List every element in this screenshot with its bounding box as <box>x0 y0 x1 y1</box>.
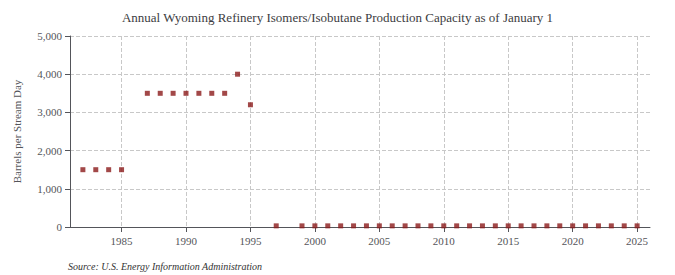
svg-text:3,000: 3,000 <box>37 106 62 118</box>
svg-text:2005: 2005 <box>368 235 391 247</box>
svg-text:5,000: 5,000 <box>37 30 62 42</box>
svg-text:Barrels per Stream Day: Barrels per Stream Day <box>11 79 23 183</box>
svg-text:2,000: 2,000 <box>37 145 62 157</box>
svg-text:2000: 2000 <box>304 235 327 247</box>
svg-text:Source: U.S. Energy Informatio: Source: U.S. Energy Information Administ… <box>68 261 262 272</box>
svg-text:2020: 2020 <box>562 235 585 247</box>
svg-text:1,000: 1,000 <box>37 183 62 195</box>
svg-text:1985: 1985 <box>111 235 134 247</box>
svg-text:Annual Wyoming Refinery Isomer: Annual Wyoming Refinery Isomers/Isobutan… <box>122 10 553 25</box>
svg-text:2025: 2025 <box>626 235 649 247</box>
svg-text:4,000: 4,000 <box>37 68 62 80</box>
svg-text:2015: 2015 <box>497 235 519 247</box>
svg-text:0: 0 <box>57 221 63 233</box>
svg-text:2010: 2010 <box>433 235 456 247</box>
svg-text:1995: 1995 <box>239 235 262 247</box>
svg-text:1990: 1990 <box>175 235 198 247</box>
